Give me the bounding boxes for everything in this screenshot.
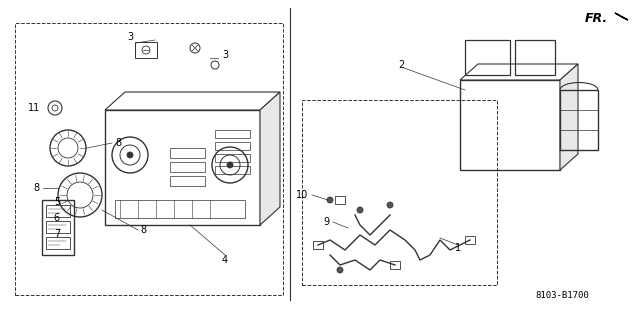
Bar [465,40,510,75]
Polygon shape [560,64,578,170]
Bar [560,90,598,150]
Bar [215,142,250,150]
Text: 2: 2 [398,60,404,70]
Bar [465,236,475,244]
Text: 8103-B1700: 8103-B1700 [535,291,589,300]
Bar [105,110,260,225]
Text: 3: 3 [222,50,228,60]
Bar [170,162,205,172]
Circle shape [357,207,363,213]
Text: 10: 10 [296,190,308,200]
Text: 11: 11 [28,103,40,113]
Text: 7: 7 [54,229,60,239]
Text: 4: 4 [222,255,228,265]
Text: 5: 5 [54,197,60,207]
Bar [335,196,345,204]
Bar [46,237,70,249]
Text: FR.: FR. [585,11,608,25]
Bar [15,23,283,295]
Text: 8: 8 [140,225,146,235]
Bar [42,200,74,255]
Bar [515,40,555,75]
Text: 9: 9 [324,217,330,227]
Bar [115,200,245,218]
Polygon shape [460,64,578,80]
Bar [460,80,560,170]
Circle shape [387,202,393,208]
Circle shape [127,152,133,158]
Bar [215,166,250,174]
Bar [170,176,205,186]
Polygon shape [105,92,280,110]
Bar [46,205,70,217]
Bar [390,261,400,269]
Bar [46,221,70,233]
Bar [302,100,497,285]
Circle shape [227,162,233,168]
Text: 1: 1 [455,243,461,253]
Polygon shape [260,92,280,225]
Bar [170,148,205,158]
Circle shape [337,267,343,273]
Text: 6: 6 [54,213,60,223]
Bar [215,154,250,162]
Bar [215,130,250,138]
Circle shape [327,197,333,203]
Text: 8: 8 [115,138,121,148]
Text: 3: 3 [127,32,133,42]
Bar [135,42,157,58]
Polygon shape [615,13,628,20]
Text: 8: 8 [34,183,40,193]
Bar [313,241,323,249]
